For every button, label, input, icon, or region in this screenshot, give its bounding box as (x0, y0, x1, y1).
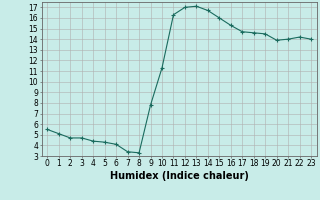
X-axis label: Humidex (Indice chaleur): Humidex (Indice chaleur) (110, 171, 249, 181)
